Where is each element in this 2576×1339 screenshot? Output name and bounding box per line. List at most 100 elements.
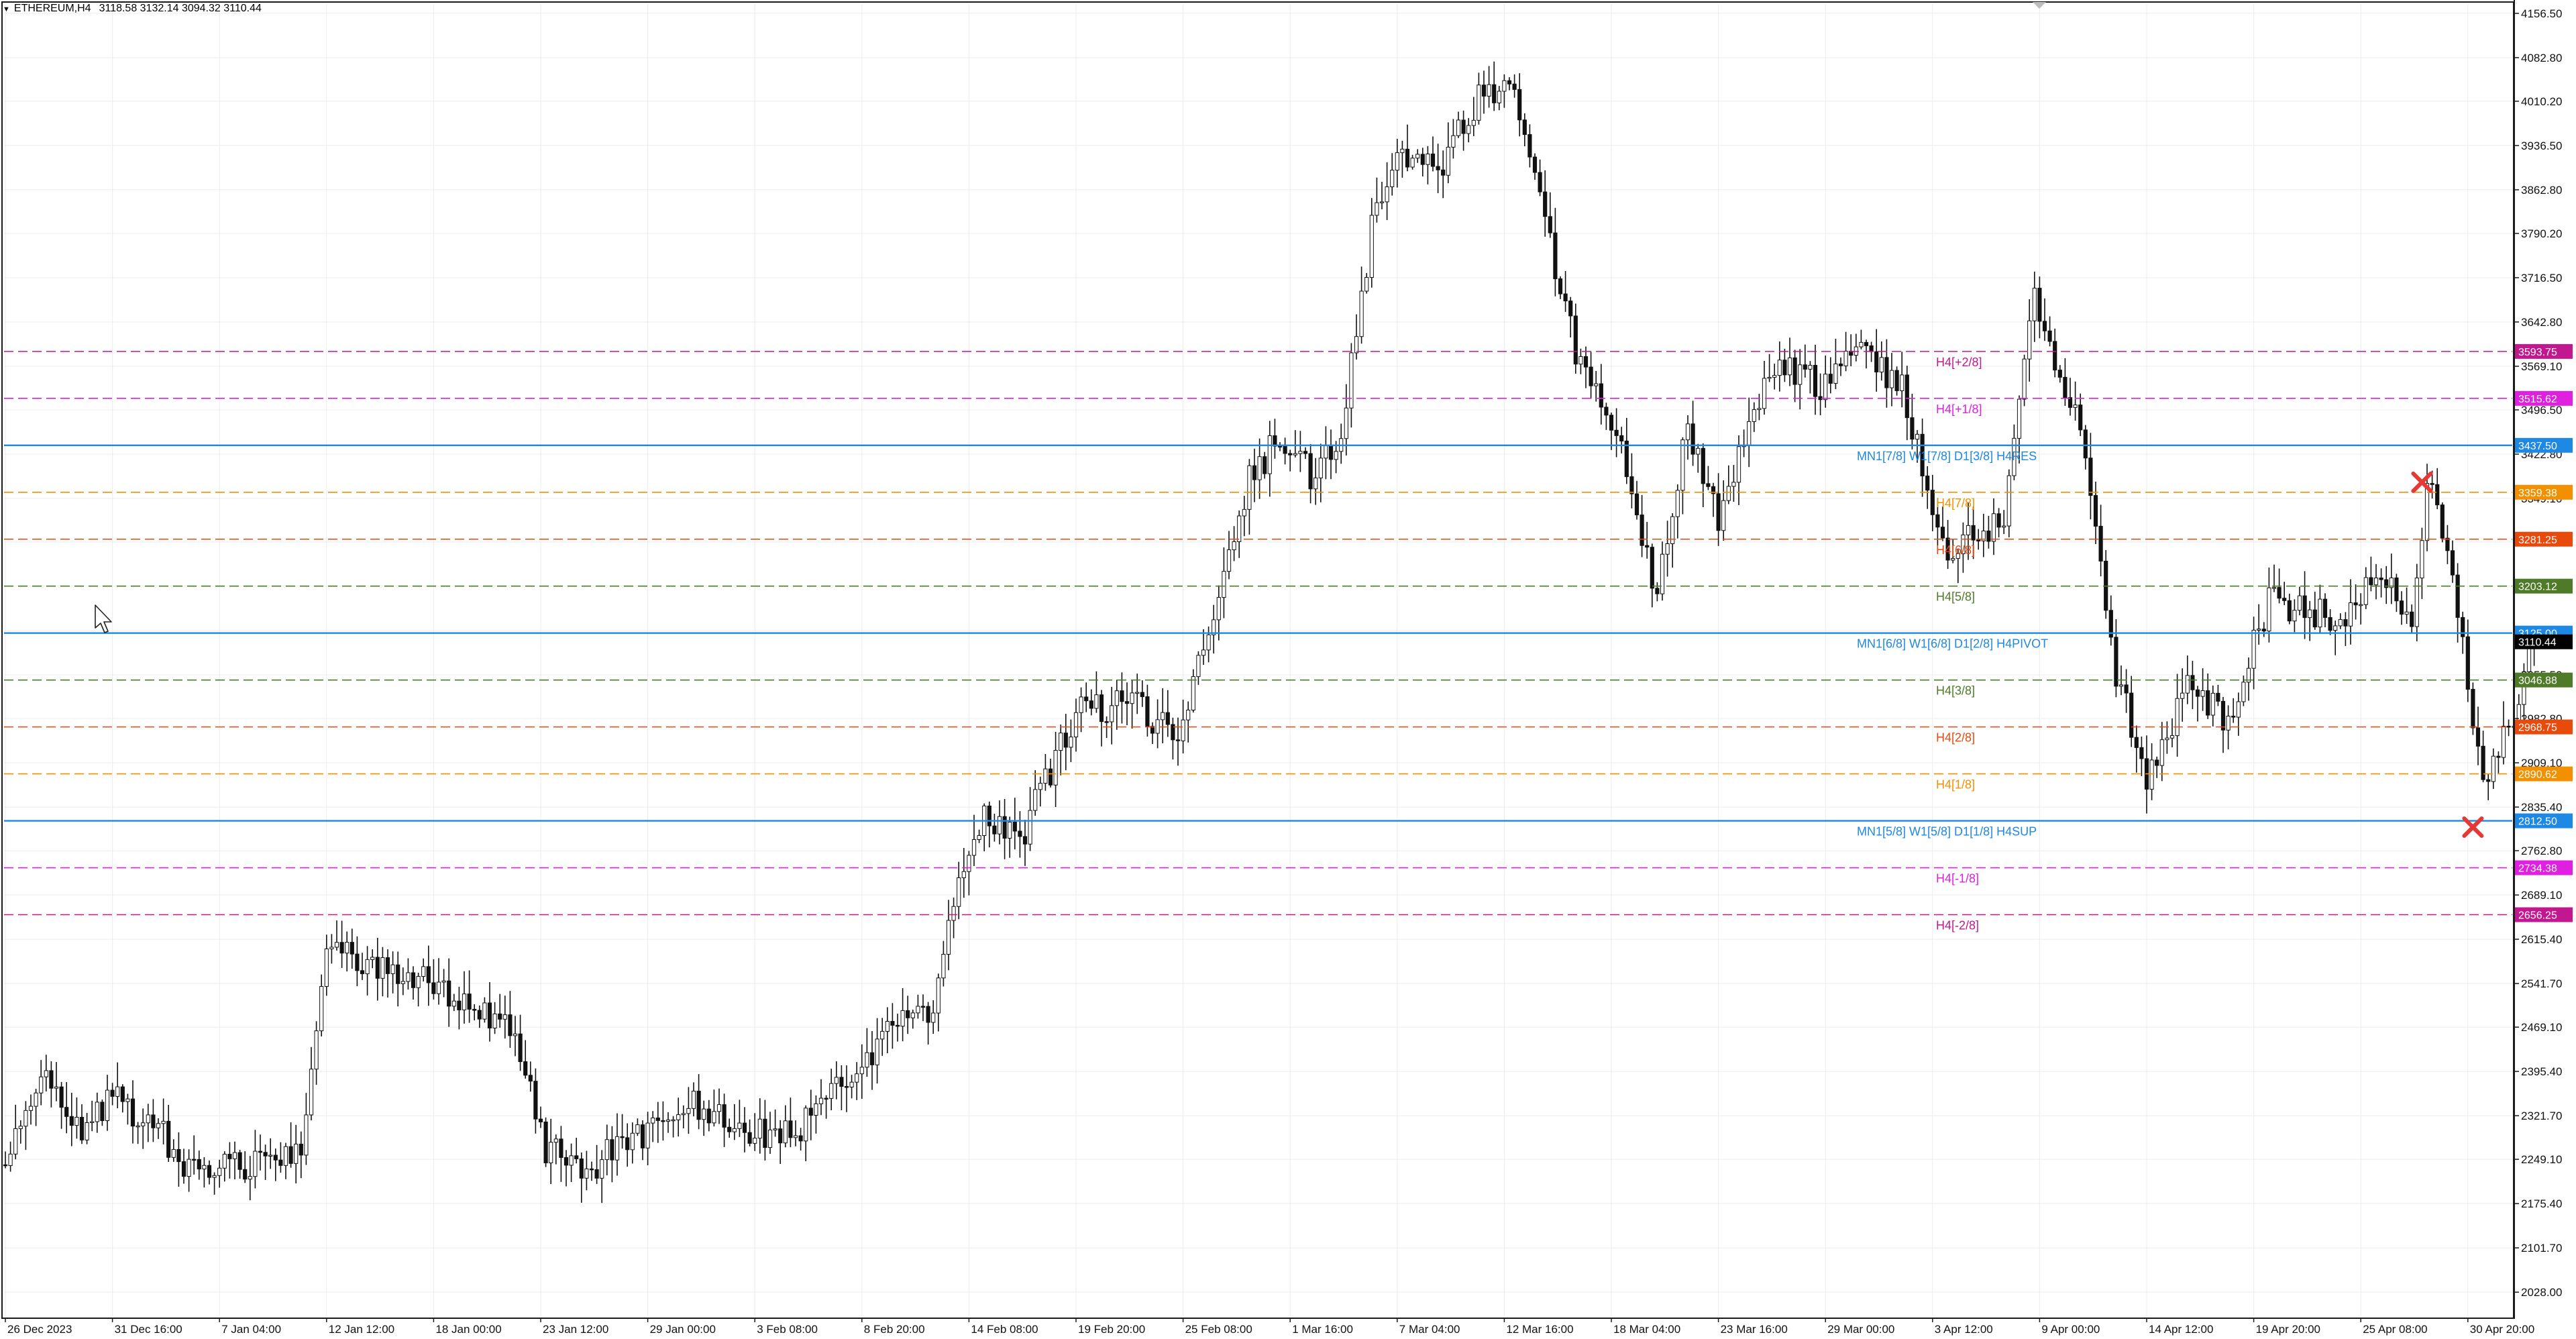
candle-body-down xyxy=(1935,514,1940,528)
candle-body-down xyxy=(59,1086,64,1108)
candle-body-up xyxy=(380,957,385,979)
candle-body-up xyxy=(1843,350,1848,366)
candle-body-down xyxy=(2047,330,2052,342)
candle-body-up xyxy=(2501,725,2506,758)
candle-body-down xyxy=(2312,609,2317,628)
candle-body-down xyxy=(1904,374,1909,419)
candle-body-down xyxy=(2399,600,2404,615)
candle-body-down xyxy=(426,966,431,983)
candle-body-down xyxy=(1048,768,1053,786)
candle-body-down xyxy=(788,1120,793,1138)
candle-body-up xyxy=(13,1128,18,1155)
candle-body-up xyxy=(1232,541,1236,551)
candle-body-up xyxy=(334,942,339,948)
candle-body-down xyxy=(2379,578,2383,580)
candle-body-down xyxy=(1624,440,1629,478)
candle-body-up xyxy=(1212,619,1216,635)
candle-body-down xyxy=(1436,166,1440,170)
candle-body-up xyxy=(2006,475,2011,527)
level-price-badge-text: 3359.38 xyxy=(2518,488,2557,499)
candle-body-down xyxy=(1522,119,1527,136)
candle-body-down xyxy=(2206,690,2210,716)
candle-body-up xyxy=(1752,409,1756,422)
candle-body-down xyxy=(1124,701,1130,704)
candle-body-up xyxy=(1008,821,1012,839)
candle-body-up xyxy=(2159,739,2164,766)
candle-body-up xyxy=(294,1143,299,1164)
candle-body-down xyxy=(1971,525,1976,541)
candle-body-up xyxy=(74,1116,79,1126)
candle-body-down xyxy=(2445,537,2450,551)
price-tick-label: 2909.10 xyxy=(2521,757,2562,769)
candle-body-up xyxy=(1226,549,1232,572)
candle-body-down xyxy=(1690,423,1695,455)
candle-body-down xyxy=(1512,83,1517,90)
time-tick-label: 29 Jan 00:00 xyxy=(650,1323,716,1336)
level-price-badge xyxy=(2515,484,2573,500)
candle-body-down xyxy=(100,1102,105,1122)
candle-body-up xyxy=(1767,376,1772,379)
candle-body-up xyxy=(2251,629,2256,669)
candle-body-up xyxy=(156,1123,161,1128)
candle-body-up xyxy=(85,1122,89,1140)
candle-body-down xyxy=(2450,550,2455,576)
level-label: H4[3/8] xyxy=(1936,684,1975,698)
candle-body-up xyxy=(186,1159,191,1177)
candle-body-up xyxy=(171,1148,176,1158)
candle-body-up xyxy=(370,957,375,960)
candle-body-down xyxy=(1940,527,1945,539)
candle-body-down xyxy=(798,1135,803,1142)
candle-body-up xyxy=(2210,692,2215,716)
candle-body-down xyxy=(237,1152,242,1170)
candle-body-down xyxy=(120,1086,125,1102)
time-tick-label: 25 Apr 08:00 xyxy=(2363,1323,2427,1336)
candle-body-down xyxy=(2231,716,2236,718)
candle-body-up xyxy=(671,1119,676,1122)
candle-body-up xyxy=(1364,277,1369,292)
candle-body-down xyxy=(808,1108,813,1116)
candle-body-down xyxy=(2461,617,2465,637)
price-tick-label: 2321.70 xyxy=(2521,1110,2562,1122)
candle-body-up xyxy=(793,1135,798,1138)
candle-body-up xyxy=(161,1120,166,1124)
candle-body-down xyxy=(1405,148,1410,168)
candle-body-up xyxy=(44,1070,48,1077)
candle-body-up xyxy=(2180,692,2185,699)
candle-body-up xyxy=(345,942,350,954)
candle-body-down xyxy=(1599,383,1603,408)
candle-body-up xyxy=(941,954,946,979)
candle-body-up xyxy=(18,1126,23,1129)
level-label: H4[2/8] xyxy=(1936,731,1975,745)
candle-body-up xyxy=(1456,119,1461,136)
time-tick-label: 3 Apr 12:00 xyxy=(1935,1323,1993,1336)
candle-body-up xyxy=(1991,513,1996,542)
candle-body-down xyxy=(1976,539,1981,542)
candle-body-down xyxy=(763,1118,767,1148)
candle-body-down xyxy=(431,982,436,994)
candle-body-up xyxy=(416,976,421,988)
candle-body-down xyxy=(610,1139,614,1161)
candle-body-down xyxy=(1430,153,1436,167)
candle-body-up xyxy=(1680,439,1685,491)
candle-body-up xyxy=(1400,148,1405,154)
candle-body-up xyxy=(2404,611,2409,615)
candle-body-up xyxy=(676,1114,681,1120)
candle-body-down xyxy=(1629,476,1634,494)
candle-body-down xyxy=(2328,617,2332,631)
level-price-badge-text: 2812.50 xyxy=(2518,816,2557,828)
candle-body-down xyxy=(1063,733,1068,748)
candle-body-up xyxy=(1349,352,1354,409)
candle-body-down xyxy=(2353,602,2358,606)
candle-body-down xyxy=(2282,598,2287,601)
scroll-shift-icon[interactable] xyxy=(2033,2,2046,9)
candlestick-series xyxy=(3,61,2536,1203)
candle-body-down xyxy=(1986,530,1991,542)
candle-body-down xyxy=(1018,831,1022,837)
price-tick-label: 3862.80 xyxy=(2521,184,2562,197)
symbol-menu-icon[interactable]: ▼ xyxy=(3,5,10,13)
price-tick-label: 3716.50 xyxy=(2521,272,2562,284)
candle-body-up xyxy=(253,1150,258,1177)
level-price-badge-text: 3593.75 xyxy=(2518,347,2557,358)
candle-body-up xyxy=(702,1108,706,1120)
